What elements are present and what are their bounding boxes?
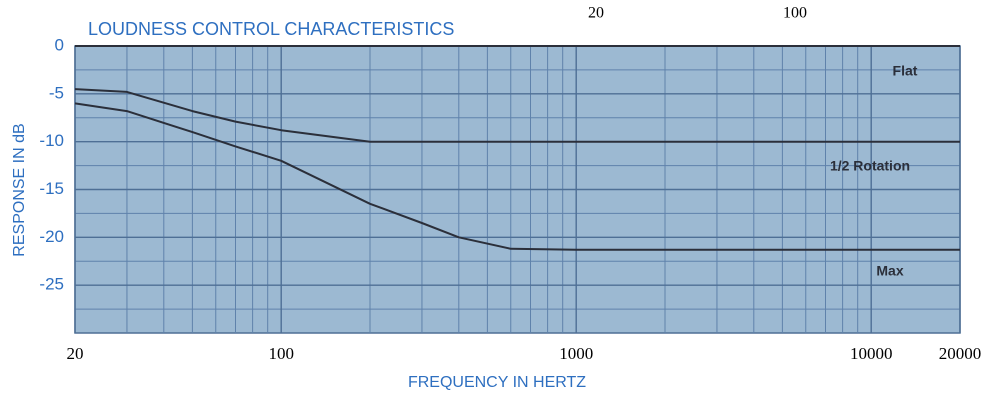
y-tick-label: 0 [55, 35, 64, 54]
y-tick-label: -5 [49, 83, 64, 102]
y-tick-label: -10 [39, 131, 64, 150]
x-tick-label: 20000 [939, 344, 982, 363]
x-axis-label: FREQUENCY IN HERTZ [408, 374, 586, 391]
series-label: 1/2 Rotation [830, 158, 910, 174]
annotation: 100 [783, 5, 807, 22]
series-line [74, 102, 960, 251]
x-tick-label: 1000 [559, 344, 593, 363]
x-tick-label: 100 [268, 344, 294, 363]
x-tick-label: 20 [67, 344, 84, 363]
y-axis-label: RESPONSE IN dB [11, 123, 28, 256]
y-tick-label: -15 [39, 179, 64, 198]
series-label: Flat [893, 63, 918, 79]
chart-title: LOUDNESS CONTROL CHARACTERISTICS [88, 19, 454, 39]
y-tick-label: -20 [39, 227, 64, 246]
series-label: Max [876, 263, 903, 279]
annotation: 20 [588, 5, 604, 22]
x-tick-label: 10000 [850, 344, 893, 363]
y-tick-label: -25 [39, 275, 64, 294]
series-line [74, 88, 960, 143]
